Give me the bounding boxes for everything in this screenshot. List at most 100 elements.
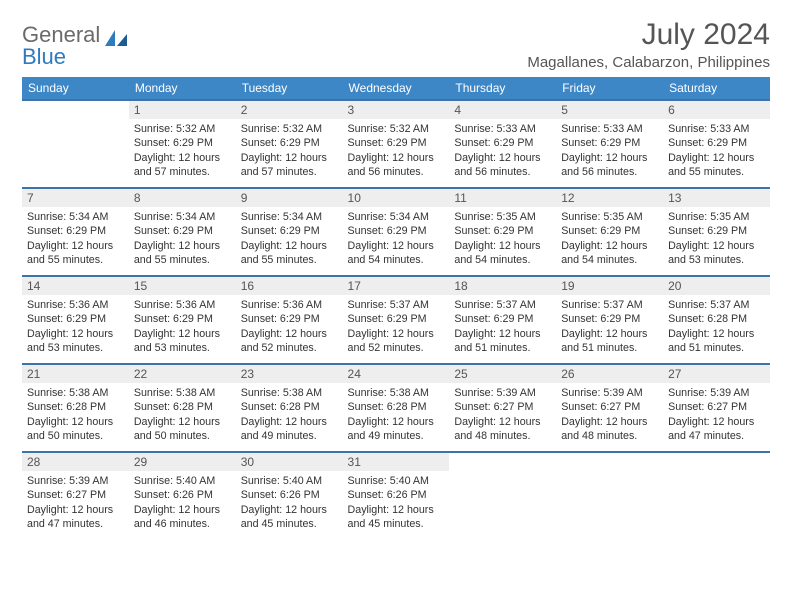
daylight-line: Daylight: 12 hours and 53 minutes. [134,327,231,356]
calendar-week-row: 28Sunrise: 5:39 AMSunset: 6:27 PMDayligh… [22,452,770,540]
calendar-day-cell: 28Sunrise: 5:39 AMSunset: 6:27 PMDayligh… [22,452,129,540]
sunrise-line: Sunrise: 5:37 AM [668,298,765,312]
daylight-line: Daylight: 12 hours and 51 minutes. [454,327,551,356]
day-details: Sunrise: 5:39 AMSunset: 6:27 PMDaylight:… [556,383,663,447]
day-number: 7 [22,189,129,207]
sunrise-line: Sunrise: 5:35 AM [668,210,765,224]
sunset-line: Sunset: 6:29 PM [454,312,551,326]
sunrise-line: Sunrise: 5:36 AM [241,298,338,312]
day-details: Sunrise: 5:37 AMSunset: 6:29 PMDaylight:… [449,295,556,359]
daylight-line: Daylight: 12 hours and 48 minutes. [454,415,551,444]
calendar-day-cell: 16Sunrise: 5:36 AMSunset: 6:29 PMDayligh… [236,276,343,364]
calendar-day-cell: 10Sunrise: 5:34 AMSunset: 6:29 PMDayligh… [343,188,450,276]
sunset-line: Sunset: 6:29 PM [348,136,445,150]
sunset-line: Sunset: 6:29 PM [454,136,551,150]
sunrise-line: Sunrise: 5:40 AM [134,474,231,488]
calendar-day-cell: 24Sunrise: 5:38 AMSunset: 6:28 PMDayligh… [343,364,450,452]
sunset-line: Sunset: 6:29 PM [348,224,445,238]
sunset-line: Sunset: 6:29 PM [27,312,124,326]
daylight-line: Daylight: 12 hours and 51 minutes. [561,327,658,356]
day-details: Sunrise: 5:32 AMSunset: 6:29 PMDaylight:… [129,119,236,183]
sunrise-line: Sunrise: 5:38 AM [134,386,231,400]
day-number: 8 [129,189,236,207]
day-details [663,457,770,517]
sunset-line: Sunset: 6:27 PM [454,400,551,414]
day-number: 21 [22,365,129,383]
day-details [556,457,663,517]
calendar-day-cell: 8Sunrise: 5:34 AMSunset: 6:29 PMDaylight… [129,188,236,276]
day-number: 31 [343,453,450,471]
daylight-line: Daylight: 12 hours and 56 minutes. [561,151,658,180]
day-number: 30 [236,453,343,471]
day-details: Sunrise: 5:38 AMSunset: 6:28 PMDaylight:… [22,383,129,447]
daylight-line: Daylight: 12 hours and 47 minutes. [27,503,124,532]
day-details: Sunrise: 5:34 AMSunset: 6:29 PMDaylight:… [236,207,343,271]
day-details: Sunrise: 5:32 AMSunset: 6:29 PMDaylight:… [343,119,450,183]
day-number: 23 [236,365,343,383]
calendar-week-row: 21Sunrise: 5:38 AMSunset: 6:28 PMDayligh… [22,364,770,452]
brand-text: General Blue [22,24,100,68]
calendar-day-cell: 11Sunrise: 5:35 AMSunset: 6:29 PMDayligh… [449,188,556,276]
daylight-line: Daylight: 12 hours and 45 minutes. [348,503,445,532]
daylight-line: Daylight: 12 hours and 50 minutes. [27,415,124,444]
day-details: Sunrise: 5:33 AMSunset: 6:29 PMDaylight:… [663,119,770,183]
daylight-line: Daylight: 12 hours and 56 minutes. [348,151,445,180]
header: General Blue July 2024 Magallanes, Calab… [22,18,770,71]
sunrise-line: Sunrise: 5:39 AM [668,386,765,400]
day-number: 14 [22,277,129,295]
daylight-line: Daylight: 12 hours and 56 minutes. [454,151,551,180]
brand-part2: Blue [22,44,66,69]
daylight-line: Daylight: 12 hours and 55 minutes. [668,151,765,180]
calendar-day-cell: 19Sunrise: 5:37 AMSunset: 6:29 PMDayligh… [556,276,663,364]
day-number: 19 [556,277,663,295]
day-number: 27 [663,365,770,383]
sunset-line: Sunset: 6:29 PM [561,224,658,238]
daylight-line: Daylight: 12 hours and 53 minutes. [27,327,124,356]
calendar-day-cell: 26Sunrise: 5:39 AMSunset: 6:27 PMDayligh… [556,364,663,452]
day-details: Sunrise: 5:39 AMSunset: 6:27 PMDaylight:… [449,383,556,447]
daylight-line: Daylight: 12 hours and 54 minutes. [561,239,658,268]
day-details: Sunrise: 5:36 AMSunset: 6:29 PMDaylight:… [129,295,236,359]
sunset-line: Sunset: 6:29 PM [134,312,231,326]
day-details: Sunrise: 5:37 AMSunset: 6:28 PMDaylight:… [663,295,770,359]
sunrise-line: Sunrise: 5:37 AM [454,298,551,312]
day-details: Sunrise: 5:38 AMSunset: 6:28 PMDaylight:… [129,383,236,447]
day-details: Sunrise: 5:36 AMSunset: 6:29 PMDaylight:… [236,295,343,359]
calendar-header-row: SundayMondayTuesdayWednesdayThursdayFrid… [22,77,770,100]
calendar-table: SundayMondayTuesdayWednesdayThursdayFrid… [22,77,770,540]
sunrise-line: Sunrise: 5:36 AM [134,298,231,312]
daylight-line: Daylight: 12 hours and 55 minutes. [134,239,231,268]
daylight-line: Daylight: 12 hours and 45 minutes. [241,503,338,532]
sunrise-line: Sunrise: 5:37 AM [348,298,445,312]
day-details: Sunrise: 5:40 AMSunset: 6:26 PMDaylight:… [236,471,343,535]
day-number: 25 [449,365,556,383]
day-number: 2 [236,101,343,119]
sunset-line: Sunset: 6:29 PM [561,136,658,150]
day-number: 6 [663,101,770,119]
weekday-header: Tuesday [236,77,343,100]
sunset-line: Sunset: 6:29 PM [241,136,338,150]
sunset-line: Sunset: 6:28 PM [241,400,338,414]
day-details [22,105,129,165]
sunrise-line: Sunrise: 5:40 AM [241,474,338,488]
sunset-line: Sunset: 6:29 PM [241,224,338,238]
daylight-line: Daylight: 12 hours and 47 minutes. [668,415,765,444]
title-block: July 2024 Magallanes, Calabarzon, Philip… [527,18,770,71]
calendar-day-cell [22,100,129,188]
day-number: 1 [129,101,236,119]
daylight-line: Daylight: 12 hours and 48 minutes. [561,415,658,444]
calendar-day-cell: 22Sunrise: 5:38 AMSunset: 6:28 PMDayligh… [129,364,236,452]
calendar-day-cell: 25Sunrise: 5:39 AMSunset: 6:27 PMDayligh… [449,364,556,452]
day-details: Sunrise: 5:35 AMSunset: 6:29 PMDaylight:… [556,207,663,271]
sunrise-line: Sunrise: 5:32 AM [134,122,231,136]
sunset-line: Sunset: 6:28 PM [668,312,765,326]
calendar-day-cell: 31Sunrise: 5:40 AMSunset: 6:26 PMDayligh… [343,452,450,540]
sunset-line: Sunset: 6:29 PM [454,224,551,238]
daylight-line: Daylight: 12 hours and 53 minutes. [668,239,765,268]
weekday-header: Friday [556,77,663,100]
sunrise-line: Sunrise: 5:34 AM [27,210,124,224]
day-number: 3 [343,101,450,119]
day-details: Sunrise: 5:34 AMSunset: 6:29 PMDaylight:… [22,207,129,271]
day-details: Sunrise: 5:32 AMSunset: 6:29 PMDaylight:… [236,119,343,183]
sunrise-line: Sunrise: 5:40 AM [348,474,445,488]
